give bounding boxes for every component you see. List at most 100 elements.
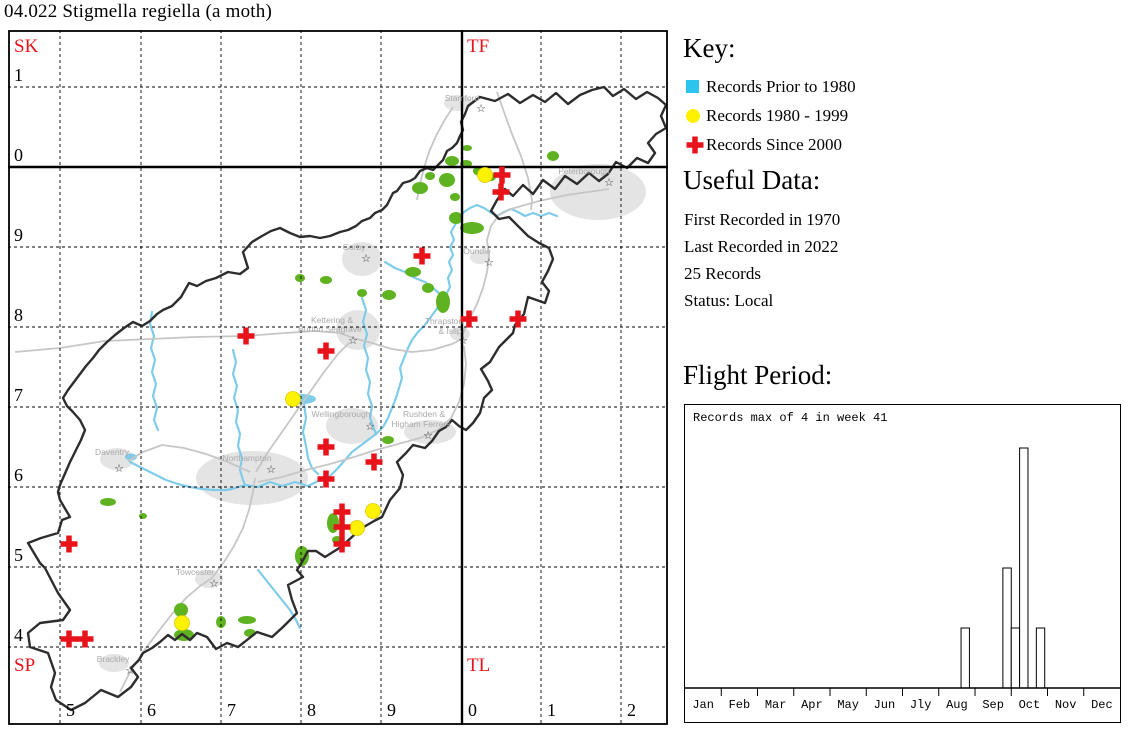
grid-northing-label: 1 <box>14 65 23 85</box>
town-star-icon: ☆ <box>209 578 219 590</box>
grid-easting-label: 5 <box>66 700 75 720</box>
record-cross-since2000 <box>460 310 478 328</box>
county-boundary <box>26 85 668 712</box>
woodland <box>238 616 256 624</box>
town-label: Brackley <box>97 654 130 664</box>
grid-northing-label: 7 <box>14 385 23 405</box>
town-star-icon: ☆ <box>484 257 494 269</box>
county-map-svg: Stamford☆Peterborough☆Oundle☆Corby☆Kette… <box>8 30 668 725</box>
useful-data-heading: Useful Data: <box>683 165 821 195</box>
record-cross-since2000 <box>317 438 335 456</box>
record-cross-since2000 <box>333 503 351 521</box>
woodland <box>100 498 116 506</box>
town-star-icon: ☆ <box>361 253 371 265</box>
urban-area <box>470 250 490 264</box>
flight-bar <box>1002 567 1012 689</box>
urban-areas <box>99 95 646 672</box>
grid-northing-label: 5 <box>14 545 23 565</box>
town-label: Stamford <box>445 93 480 103</box>
flight-bar <box>1019 447 1029 689</box>
town-label: Corby <box>343 242 366 252</box>
reservoir <box>125 453 137 461</box>
month-label: Jly <box>910 698 932 712</box>
flight-period-heading: Flight Period: <box>683 360 833 390</box>
map-background <box>8 30 668 725</box>
grid-square-label: TF <box>467 36 489 57</box>
month-label: Dec <box>1091 698 1113 712</box>
key-item: Records Prior to 1980 <box>686 72 856 101</box>
month-label: Jun <box>874 698 896 712</box>
river <box>231 348 247 487</box>
woodland <box>450 193 460 201</box>
urban-area <box>336 310 380 350</box>
town-labels: Stamford☆Peterborough☆Oundle☆Corby☆Kette… <box>95 93 614 677</box>
town-label: Towcester <box>176 567 214 577</box>
road <box>127 444 251 473</box>
town-label: Higham Ferrers <box>391 419 450 429</box>
grid-square-label: SP <box>14 655 35 676</box>
woodland <box>460 222 484 234</box>
record-circle-1980-1999 <box>365 503 381 519</box>
month-label: Nov <box>1055 698 1077 712</box>
road <box>14 330 463 353</box>
woodland <box>439 173 455 187</box>
record-cross-since2000 <box>317 470 335 488</box>
town-label: Burton Seagrave <box>298 324 362 334</box>
town-star-icon: ☆ <box>348 335 358 347</box>
record-cross-since2000 <box>492 183 510 201</box>
useful-data-line: 25 Records <box>684 264 761 283</box>
woodland <box>320 276 332 284</box>
town-label: Rushden & <box>403 409 445 419</box>
grid-square-label: TL <box>467 655 490 676</box>
grid-easting-label: 1 <box>547 700 556 720</box>
river <box>360 296 378 436</box>
key-item-label: Records Since 2000 <box>706 134 842 154</box>
road <box>119 477 256 693</box>
flight-chart-svg: Records max of 4 in week 41 Jan Feb Mar Apr M… <box>685 411 1120 712</box>
record-cross-since2000 <box>317 342 335 360</box>
woodland <box>174 603 188 617</box>
circle-legend-icon <box>686 108 706 123</box>
woodland <box>412 182 428 194</box>
month-label: Jan <box>692 698 714 712</box>
useful-data-line: Last Recorded in 2022 <box>684 237 839 256</box>
flight-bar <box>1010 627 1021 689</box>
woodland <box>382 290 396 300</box>
record-cross-since2000 <box>60 535 78 553</box>
town-star-icon: ☆ <box>604 177 614 189</box>
record-cross-since2000 <box>237 327 255 345</box>
town-label: & Islip <box>438 326 461 336</box>
cross-legend-icon <box>686 136 706 154</box>
road <box>496 91 533 211</box>
key-legend: Records Prior to 1980 Records 1980 - 1999… <box>686 72 856 159</box>
woodland <box>425 172 435 180</box>
flight-bar <box>1035 627 1046 689</box>
grid-easting-label: 9 <box>387 700 396 720</box>
woodland <box>295 546 309 566</box>
woodland <box>295 274 305 282</box>
town-label: Wellingborough <box>312 409 371 419</box>
woodland <box>462 145 472 151</box>
record-cross-since2000 <box>509 310 527 328</box>
town-star-icon: ☆ <box>266 464 276 476</box>
month-label: Feb <box>729 698 751 712</box>
urban-area <box>444 95 472 111</box>
town-star-icon: ☆ <box>114 463 124 475</box>
useful-data-line: Status: Local <box>684 291 774 310</box>
woodland <box>449 212 463 224</box>
record-cross-since2000 <box>365 453 383 471</box>
flight-bar <box>960 627 970 689</box>
key-item: Records Since 2000 <box>686 130 856 159</box>
rivers <box>125 203 559 630</box>
town-label: Daventry <box>95 447 130 457</box>
useful-data-line: First Recorded in 1970 <box>684 210 841 229</box>
grid-northing-label: 4 <box>14 625 23 645</box>
record-circle-1980-1999 <box>285 391 301 407</box>
town-star-icon: ☆ <box>476 103 486 115</box>
grid-lines <box>8 30 668 725</box>
grid-northing-label: 9 <box>14 225 23 245</box>
urban-area <box>196 451 308 505</box>
town-label: Northampton <box>222 453 271 463</box>
urban-area <box>99 654 129 672</box>
grid-square-label: SK <box>14 36 39 57</box>
